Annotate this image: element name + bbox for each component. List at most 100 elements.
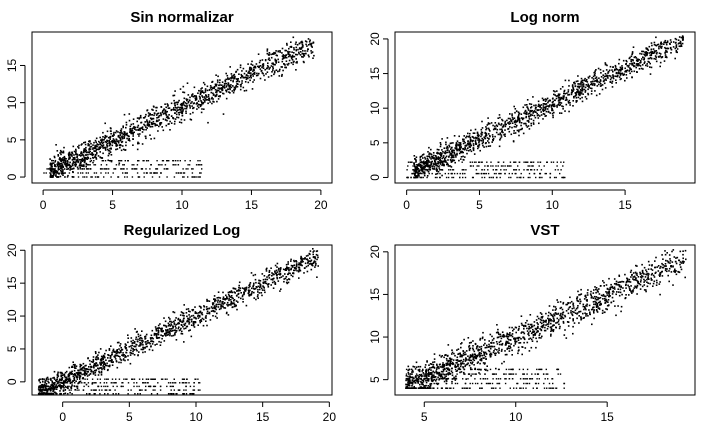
- data-point: [258, 292, 261, 294]
- data-point: [197, 315, 199, 317]
- data-point: [76, 375, 78, 378]
- data-point: [81, 373, 83, 376]
- data-point: [184, 102, 187, 104]
- data-point: [86, 393, 88, 395]
- data-point: [504, 120, 507, 123]
- data-point: [660, 42, 662, 44]
- data-point: [63, 155, 66, 158]
- data-point: [481, 172, 483, 175]
- data-point: [57, 169, 60, 171]
- data-point: [188, 104, 191, 106]
- data-point: [553, 176, 556, 179]
- data-point: [124, 354, 127, 357]
- data-point: [317, 256, 319, 259]
- data-point: [209, 101, 211, 103]
- data-point: [267, 275, 270, 277]
- data-point: [133, 378, 136, 380]
- data-point: [98, 367, 101, 369]
- data-point: [117, 355, 120, 357]
- data-point: [51, 380, 53, 383]
- data-point: [173, 164, 175, 166]
- data-point: [472, 176, 474, 179]
- data-point: [291, 51, 293, 53]
- data-point: [151, 114, 153, 116]
- data-point: [128, 135, 130, 138]
- data-point: [304, 262, 307, 265]
- data-point: [266, 48, 269, 50]
- data-point: [485, 145, 488, 148]
- data-point: [140, 127, 142, 129]
- data-point: [638, 68, 641, 70]
- data-point: [72, 171, 74, 174]
- data-point: [45, 382, 48, 385]
- data-point: [184, 160, 186, 162]
- data-point: [630, 68, 632, 71]
- data-point: [54, 168, 56, 170]
- data-point: [233, 302, 235, 304]
- data-point: [289, 46, 292, 48]
- data-point: [193, 393, 195, 395]
- data-point: [120, 168, 122, 170]
- data-point: [122, 385, 124, 388]
- data-point: [138, 135, 140, 137]
- data-point: [617, 74, 619, 77]
- data-point: [102, 365, 104, 367]
- data-point: [240, 75, 243, 78]
- data-point: [460, 146, 462, 148]
- data-point: [421, 172, 423, 175]
- data-point: [95, 137, 98, 140]
- data-point: [52, 160, 54, 162]
- data-point: [563, 92, 565, 95]
- data-point: [241, 295, 244, 298]
- data-point: [83, 369, 86, 371]
- data-point: [96, 145, 98, 148]
- data-point: [145, 333, 148, 336]
- data-point: [54, 159, 57, 162]
- data-point: [591, 84, 594, 86]
- data-point: [492, 139, 494, 141]
- data-point: [467, 140, 469, 142]
- data-point: [533, 110, 536, 112]
- data-point: [595, 94, 598, 97]
- data-point: [447, 159, 449, 161]
- data-point: [174, 102, 176, 104]
- data-point: [83, 373, 85, 376]
- data-point: [211, 81, 213, 83]
- data-point: [48, 382, 50, 384]
- data-point: [628, 57, 631, 60]
- data-point: [85, 172, 87, 174]
- data-point: [265, 73, 267, 75]
- data-point: [69, 380, 71, 383]
- data-point: [78, 369, 80, 372]
- data-point: [286, 63, 289, 66]
- data-point: [305, 258, 308, 261]
- data-point: [264, 278, 267, 281]
- data-point: [132, 118, 135, 120]
- data-point: [542, 113, 545, 115]
- data-point: [645, 64, 647, 67]
- data-point: [464, 148, 467, 150]
- data-point: [132, 135, 134, 137]
- data-point: [498, 114, 501, 116]
- data-point: [210, 88, 213, 91]
- data-point: [129, 354, 132, 356]
- data-point: [664, 54, 667, 56]
- data-point: [445, 155, 448, 158]
- data-point: [219, 91, 222, 93]
- x-axis: 0 5 10 15: [403, 189, 632, 212]
- data-point: [500, 165, 503, 167]
- data-point: [141, 348, 144, 351]
- data-point: [578, 93, 580, 96]
- data-point: [466, 142, 469, 145]
- data-point: [166, 160, 168, 162]
- data-point: [61, 372, 63, 375]
- data-point: [81, 168, 84, 170]
- data-point: [97, 358, 100, 360]
- data-point: [461, 151, 463, 154]
- data-point: [207, 102, 209, 105]
- data-point: [110, 160, 112, 162]
- data-point: [575, 80, 578, 83]
- data-point: [423, 165, 425, 168]
- data-point: [59, 152, 61, 154]
- data-point: [487, 165, 489, 167]
